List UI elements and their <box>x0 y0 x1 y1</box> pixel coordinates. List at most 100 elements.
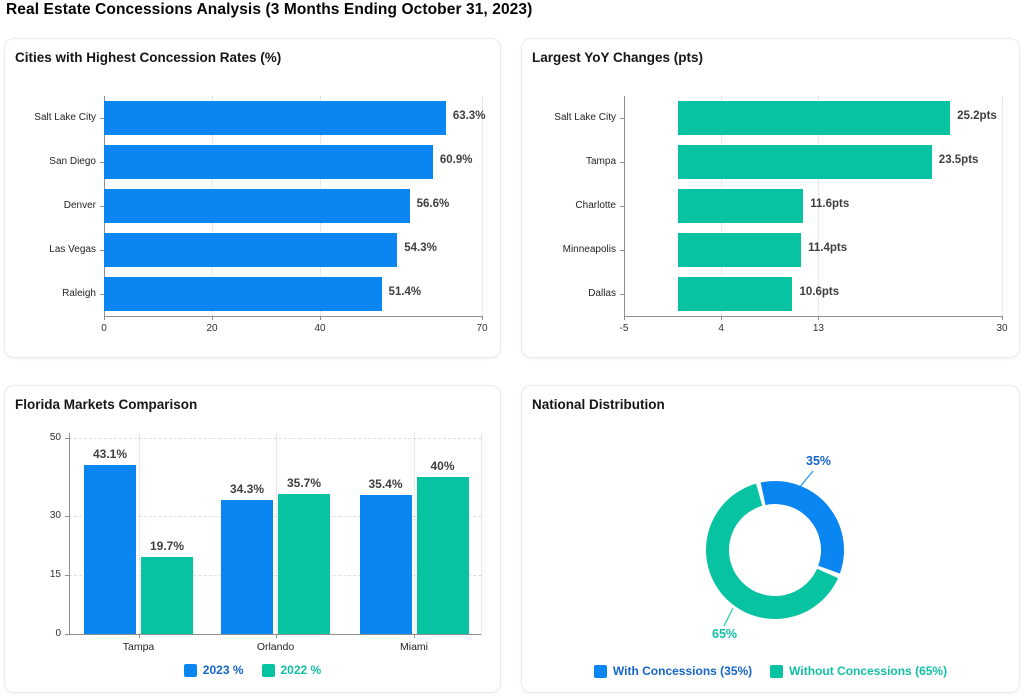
y-tickmark-las-vegas <box>100 250 104 251</box>
legend: With Concessions (35%) Without Concession… <box>522 664 1019 678</box>
legend-label-without-concessions-65: Without Concessions (65%) <box>789 664 948 678</box>
donut-leader-line-without-concessions <box>723 607 734 627</box>
donut-label-without-concessions: 65% <box>712 627 738 641</box>
bar-label-tampa-2023: 43.1% <box>92 447 128 462</box>
bar-raleigh <box>104 277 382 311</box>
y-tickmark-raleigh <box>100 294 104 295</box>
category-label-tampa: Tampa <box>585 156 616 167</box>
legend-item-2023: 2023 % <box>183 663 244 677</box>
legend-swatch-2023 <box>183 663 197 677</box>
card-florida-markets: Florida Markets Comparison 0 15 30 50 Tampa 4… <box>4 385 501 693</box>
y-tick-label-50: 50 <box>49 432 61 443</box>
x-tickmark-13 <box>818 316 820 320</box>
x-tickmark-30 <box>1002 316 1003 320</box>
chart-florida-markets: 0 15 30 50 Tampa 43.1% 19.7% Orlando 34.3% 35.7% M… <box>5 386 500 692</box>
category-label-las-vegas: Las Vegas <box>49 244 96 255</box>
y-tickmark-0 <box>65 634 69 635</box>
y-tick-label-30: 30 <box>49 510 61 522</box>
y-tickmark-denver <box>100 206 104 207</box>
bar-label-tampa-2022: 19.7% <box>149 538 185 553</box>
legend-label-with-concessions-35: With Concessions (35%) <box>612 664 753 678</box>
bar-label-dallas: 10.6pts <box>799 286 840 298</box>
bar-charlotte <box>678 189 804 223</box>
x-tickmark-70 <box>482 316 483 320</box>
page-title: Real Estate Concessions Analysis (3 Mont… <box>6 1 533 18</box>
x-tickmark--5 <box>624 316 625 320</box>
chart-concession-rates: 0 20 40 70 63.3% Salt Lake City 60.9% San Diego… <box>5 39 500 357</box>
x-axis-line <box>104 316 482 317</box>
y-axis-line <box>624 96 625 316</box>
legend-item-without-concessions-65: Without Concessions (65%) <box>770 664 947 678</box>
gridline-right-edge <box>481 433 482 634</box>
donut-leader-line-with-concessions <box>798 470 814 489</box>
y-tick-label-0: 0 <box>55 628 61 639</box>
legend-item-with-concessions-35: With Concessions (35%) <box>593 664 753 678</box>
gridline-x-13 <box>818 96 820 316</box>
category-label-dallas: Dallas <box>588 288 616 299</box>
y-tickmark-salt-lake-city <box>100 118 104 119</box>
chart-title-national-distribution: National Distribution <box>532 397 665 412</box>
x-tick-label-13: 13 <box>812 323 824 334</box>
y-tick-label-15: 15 <box>49 569 61 581</box>
card-concession-rates: Cities with Highest Concession Rates (%)… <box>4 38 501 358</box>
y-tickmark-dallas <box>620 294 624 295</box>
x-tickmark-tampa <box>138 634 140 638</box>
x-tick-label-30: 30 <box>996 323 1008 334</box>
bar-las-vegas <box>104 233 398 267</box>
x-axis-line <box>624 316 1002 317</box>
bar-label-charlotte: 11.6pts <box>810 198 850 210</box>
bar-label-miami-2022: 40% <box>430 459 455 474</box>
card-yoy-changes: Largest YoY Changes (pts) -5 4 13 30 25.2pts… <box>521 38 1020 358</box>
donut-svg <box>706 470 844 627</box>
chart-title-florida-markets: Florida Markets Comparison <box>15 397 198 412</box>
bar-label-orlando-2022: 35.7% <box>286 476 322 491</box>
chart-national-distribution: 35% 65% With Concessions (35%) Without Conc… <box>522 386 1019 692</box>
chart-yoy-changes: -5 4 13 30 25.2pts Salt Lake City 23.5pts Tampa… <box>522 39 1019 357</box>
x-tick-label-40: 40 <box>314 323 326 334</box>
bar-dallas <box>678 277 793 311</box>
legend-label-2023: 2023 % <box>202 663 244 677</box>
bar-minneapolis <box>678 233 802 267</box>
legend: 2023 % 2022 % <box>5 663 500 677</box>
gridline-cat-orlando <box>275 433 277 634</box>
category-label-charlotte: Charlotte <box>575 200 616 211</box>
y-tickmark-minneapolis <box>620 250 624 251</box>
category-label-salt-lake-city: Salt Lake City <box>554 112 616 123</box>
gridline-y-15 <box>69 575 481 577</box>
x-axis-line <box>69 634 481 635</box>
donut-label-with-concessions: 35% <box>806 454 832 468</box>
bar-tampa <box>678 145 932 179</box>
bar-salt-lake-city <box>104 101 446 135</box>
bar-label-minneapolis: 11.4pts <box>808 242 848 254</box>
y-tickmark-san-diego <box>100 162 104 163</box>
y-tickmark-30 <box>65 516 69 518</box>
bar-san-diego <box>104 145 433 179</box>
bar-label-raleigh: 51.4% <box>388 286 422 298</box>
x-tick-label--5: -5 <box>619 323 629 334</box>
gridline-y-50 <box>69 438 481 439</box>
category-label-salt-lake-city: Salt Lake City <box>34 112 96 123</box>
y-tickmark-15 <box>65 575 69 577</box>
gridline-cat-tampa <box>138 433 140 634</box>
x-tickmark-miami <box>414 634 415 638</box>
bar-tampa-2022 <box>141 556 193 634</box>
bar-label-salt-lake-city: 25.2pts <box>957 110 997 122</box>
gridline-x-30 <box>1002 96 1003 316</box>
x-tick-label-4: 4 <box>718 323 724 334</box>
bar-label-tampa: 23.5pts <box>938 154 979 166</box>
x-tick-label-70: 70 <box>476 323 488 334</box>
bar-miami-2022 <box>416 477 469 634</box>
x-tickmark-0 <box>104 316 105 320</box>
legend-swatch-2022 <box>261 663 275 677</box>
x-tickmark-4 <box>721 316 723 320</box>
chart-title-concession-rates: Cities with Highest Concession Rates (%) <box>15 50 282 65</box>
category-label-minneapolis: Minneapolis <box>562 244 616 255</box>
x-tick-label-20: 20 <box>206 323 218 334</box>
bar-label-miami-2023: 35.4% <box>368 477 403 492</box>
bar-tampa-2023 <box>84 465 136 634</box>
chart-title-yoy-changes: Largest YoY Changes (pts) <box>532 50 704 65</box>
bar-label-salt-lake-city: 63.3% <box>452 110 486 122</box>
category-label-tampa: Tampa <box>122 641 155 653</box>
legend-swatch-without-concessions-65 <box>770 664 784 678</box>
donut-slice-without-concessions <box>706 483 839 619</box>
